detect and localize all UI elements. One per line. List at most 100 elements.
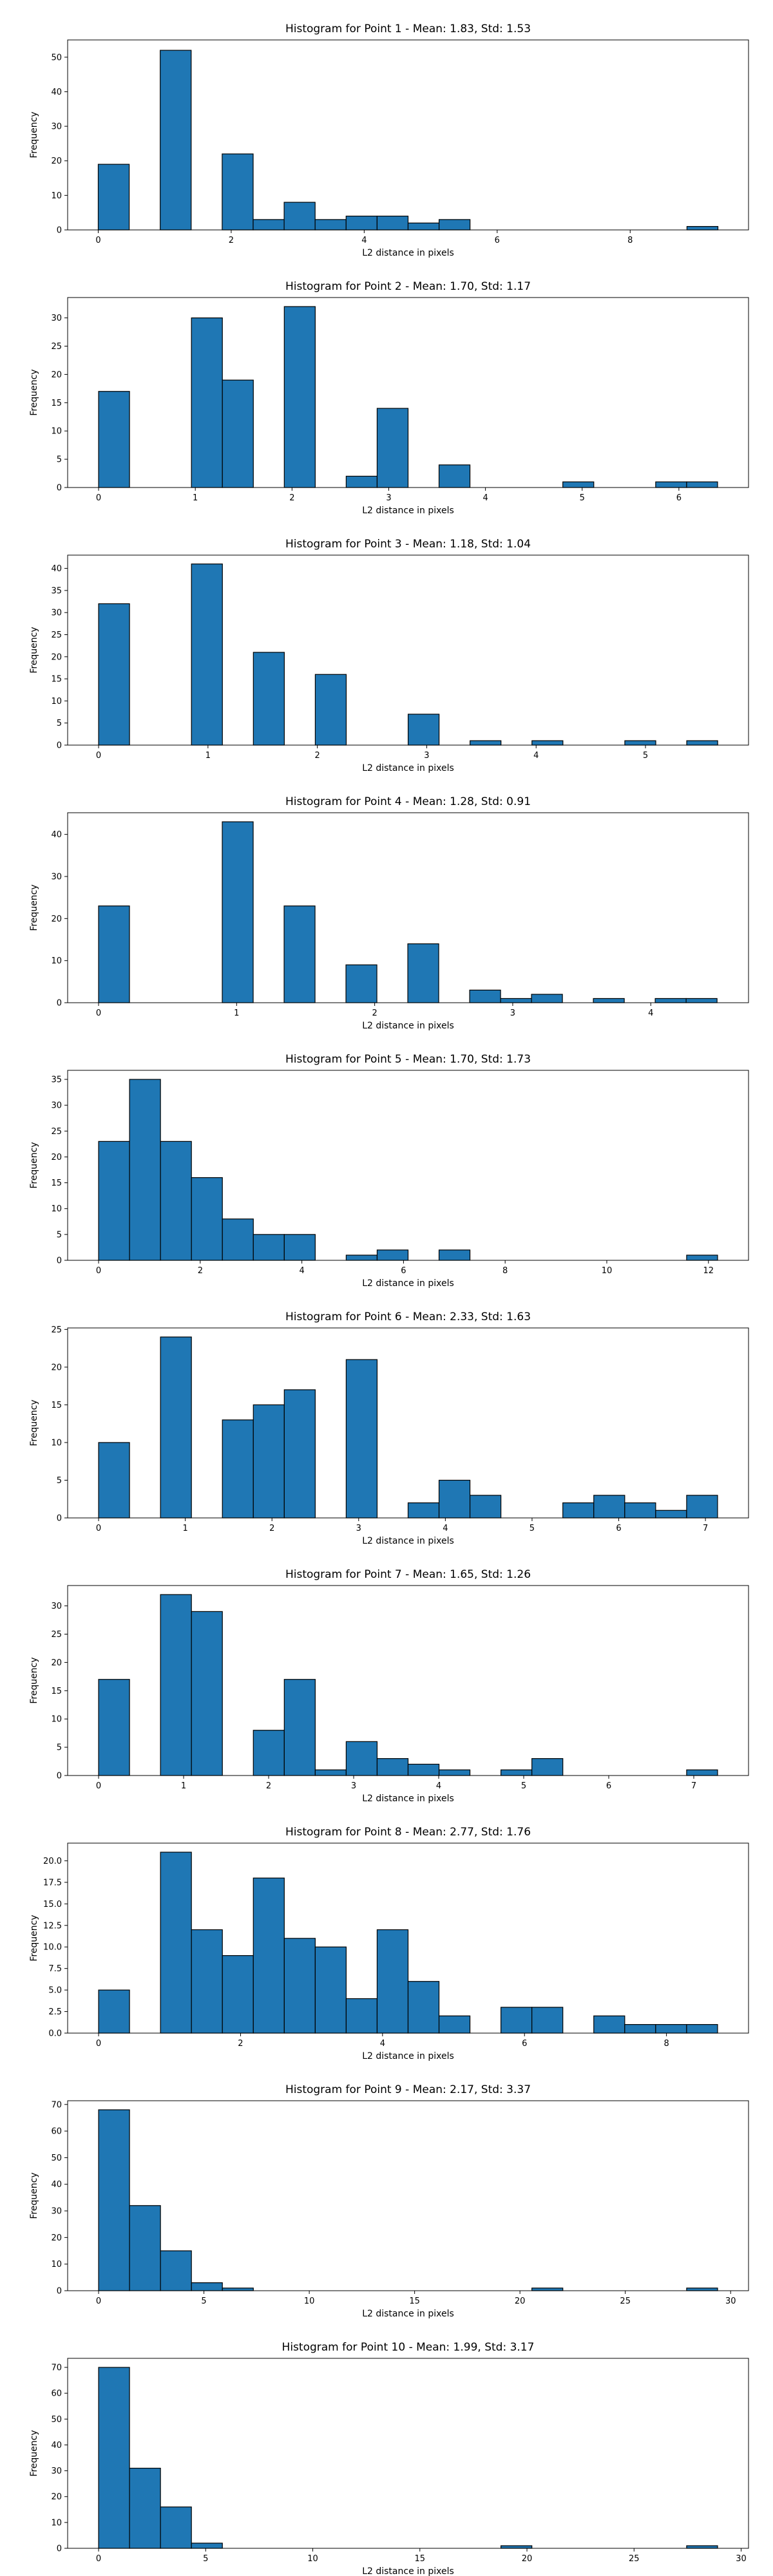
histogram-bar <box>160 1852 192 2034</box>
y-tick-label: 20 <box>51 914 62 924</box>
x-axis-label: L2 distance in pixels <box>362 2051 454 2061</box>
histogram-bar <box>655 1510 687 1519</box>
histogram-bar <box>314 1946 347 2034</box>
y-tick-label: 5 <box>57 1476 62 1486</box>
y-tick-label: 30 <box>51 1101 62 1111</box>
y-tick-label: 25 <box>51 630 62 640</box>
histogram-bar <box>98 2109 130 2291</box>
x-tick-label: 1 <box>182 1524 187 1533</box>
x-tick-label: 1 <box>234 1009 239 1018</box>
x-axis-label: L2 distance in pixels <box>362 248 454 258</box>
histogram-bar <box>407 943 439 1003</box>
histogram-bar <box>160 1336 192 1519</box>
histogram-bar <box>345 1359 378 1519</box>
y-tick-label: 10 <box>51 1438 62 1448</box>
histogram-bar <box>191 1177 223 1261</box>
y-tick-label: 0 <box>57 226 62 236</box>
chart-title: Histogram for Point 7 - Mean: 1.65, Std:… <box>285 1568 531 1581</box>
histogram-bar <box>98 1989 130 2034</box>
histogram-bar <box>98 1679 130 1776</box>
chart-title: Histogram for Point 4 - Mean: 1.28, Std:… <box>285 795 531 808</box>
histogram-bar <box>686 226 719 231</box>
y-tick-label: 10 <box>51 2518 62 2528</box>
x-tick-label: 2 <box>269 1524 274 1533</box>
x-tick-label: 4 <box>648 1009 653 1018</box>
y-tick-label: 40 <box>51 2441 62 2450</box>
y-tick-label: 25 <box>51 1630 62 1640</box>
plot-frame <box>67 812 749 1003</box>
histogram-bar <box>655 2024 687 2034</box>
x-tick-label: 0 <box>96 1009 101 1018</box>
y-tick-label: 30 <box>51 2207 62 2217</box>
histogram-bar <box>686 740 718 746</box>
y-axis-label: Frequency <box>29 369 39 415</box>
histogram-bar <box>685 998 718 1003</box>
x-tick-label: 4 <box>482 493 488 503</box>
plot-frame <box>67 2100 749 2291</box>
y-tick-label: 30 <box>51 1602 62 1611</box>
y-tick-label: 40 <box>51 830 62 840</box>
y-tick-label: 10 <box>51 191 62 201</box>
x-tick-label: 6 <box>401 1266 406 1276</box>
y-tick-label: 60 <box>51 2127 62 2137</box>
histogram-bar <box>191 1611 223 1776</box>
histogram-chart: Histogram for Point 1 - Mean: 1.83, Std:… <box>29 23 749 258</box>
histogram-bar <box>593 998 625 1003</box>
y-tick-label: 10 <box>51 1204 62 1214</box>
y-tick-label: 10.0 <box>43 1943 62 1953</box>
x-tick-label: 6 <box>606 1781 611 1791</box>
x-tick-label: 7 <box>691 1781 696 1791</box>
chart-title: Histogram for Point 8 - Mean: 2.77, Std:… <box>285 1826 531 1839</box>
histogram-bar <box>501 2007 533 2034</box>
y-tick-label: 5 <box>57 719 62 728</box>
histogram-bar <box>624 2024 656 2034</box>
y-tick-label: 25 <box>51 1127 62 1137</box>
chart-title: Histogram for Point 6 - Mean: 2.33, Std:… <box>285 1311 531 1323</box>
x-tick-label: 20 <box>515 2297 526 2306</box>
histogram-bar <box>469 1495 502 1519</box>
histogram-bar <box>376 1249 409 1261</box>
histogram-bar <box>686 481 718 488</box>
plot-frame <box>67 1327 749 1519</box>
y-tick-label: 0 <box>57 2544 62 2554</box>
x-tick-label: 6 <box>616 1524 621 1533</box>
y-tick-label: 10 <box>51 1715 62 1725</box>
histogram-bar <box>376 1758 409 1776</box>
x-tick-label: 1 <box>205 751 211 761</box>
histogram-bar <box>191 1929 223 2034</box>
y-tick-label: 12.5 <box>43 1921 62 1931</box>
histogram-bar <box>686 2545 718 2549</box>
histogram-bar <box>407 222 440 231</box>
y-tick-label: 0 <box>57 1772 62 1781</box>
histogram-bar <box>160 2250 192 2291</box>
histogram-bar <box>376 215 409 231</box>
x-tick-label: 8 <box>627 236 633 245</box>
x-tick-label: 15 <box>415 2554 426 2564</box>
x-tick-label: 30 <box>736 2554 747 2564</box>
histogram-bar <box>160 1141 192 1261</box>
histogram-bar <box>407 1502 440 1519</box>
histogram-chart: Histogram for Point 4 - Mean: 1.28, Std:… <box>29 795 749 1030</box>
y-tick-label: 20 <box>51 2492 62 2502</box>
histogram-bar <box>283 1679 316 1776</box>
histogram-bar <box>686 2287 718 2291</box>
histogram-bar <box>98 391 130 488</box>
histogram-bar <box>624 1502 656 1519</box>
histogram-bar <box>593 1495 625 1519</box>
x-tick-label: 3 <box>424 751 429 761</box>
histogram-bar <box>376 408 409 488</box>
x-tick-label: 5 <box>530 1524 535 1533</box>
x-tick-label: 0 <box>96 493 101 503</box>
y-tick-label: 0 <box>57 1514 62 1524</box>
x-tick-label: 0 <box>96 2297 101 2306</box>
histogram-bar <box>98 1141 130 1261</box>
y-tick-label: 30 <box>51 872 62 882</box>
histogram-bar <box>283 202 316 231</box>
histogram-bar <box>407 714 440 746</box>
y-tick-label: 0 <box>57 741 62 751</box>
x-tick-label: 4 <box>361 236 367 245</box>
chart-title: Histogram for Point 2 - Mean: 1.70, Std:… <box>285 280 531 293</box>
histogram-bar <box>98 603 130 746</box>
histogram-bar <box>314 1769 347 1776</box>
histogram-chart: Histogram for Point 8 - Mean: 2.77, Std:… <box>29 1826 749 2061</box>
